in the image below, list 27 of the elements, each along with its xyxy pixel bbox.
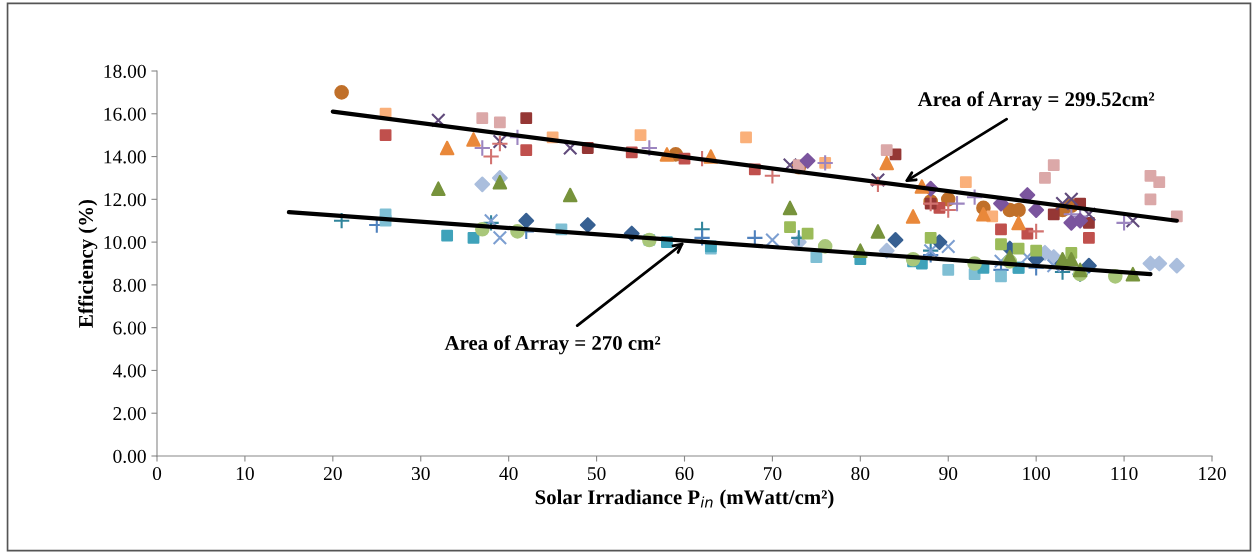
y-tick-label: 4.00 <box>112 364 146 378</box>
y-tick-label: 2.00 <box>113 407 146 421</box>
x-tick-label: 50 <box>587 466 606 481</box>
x-axis-title: Solar Irradiance P$_{in}$ (mWatt/cm²) <box>535 489 834 509</box>
y-tick-label: 6.00 <box>113 321 146 335</box>
x-tick-label: 80 <box>851 466 870 481</box>
y-tick-label: 8.00 <box>113 278 146 292</box>
y-tick-label: 18.00 <box>104 64 146 79</box>
x-tick-label: 100 <box>1023 466 1051 481</box>
x-tick-label: 120 <box>1199 466 1226 481</box>
x-tick-label: 90 <box>939 466 958 481</box>
x-tick-label: 20 <box>323 466 342 481</box>
x-tick-label: 110 <box>1111 466 1138 481</box>
x-tick-label: 30 <box>411 466 430 481</box>
y-tick-label: 0.00 <box>113 449 146 464</box>
x-tick-label: 40 <box>499 466 518 481</box>
y-tick-label: 14.00 <box>104 150 146 164</box>
x-tick-label: 0 <box>152 466 162 481</box>
annotation: Area of Array = 270 cm² <box>444 335 661 355</box>
y-tick-label: 10.00 <box>104 235 146 250</box>
y-tick-label: 12.00 <box>104 193 146 207</box>
y-axis-title: Efficiency (%) <box>78 199 98 328</box>
annotation: Area of Array = 299.52cm² <box>917 91 1155 111</box>
y-tick-label: 16.00 <box>104 107 146 121</box>
x-tick-label: 10 <box>236 466 254 481</box>
x-tick-label: 70 <box>763 466 782 481</box>
x-tick-label: 60 <box>675 466 694 481</box>
